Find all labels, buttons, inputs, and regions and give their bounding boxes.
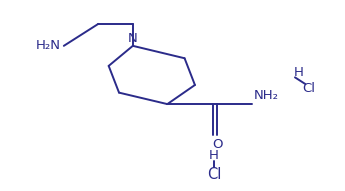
Text: Cl: Cl [207,167,221,182]
Text: NH₂: NH₂ [254,89,278,102]
Text: H₂N: H₂N [36,39,60,52]
Text: H: H [294,66,303,79]
Text: Cl: Cl [302,82,315,95]
Text: N: N [128,32,138,45]
Text: H: H [209,149,219,162]
Text: O: O [212,138,223,151]
